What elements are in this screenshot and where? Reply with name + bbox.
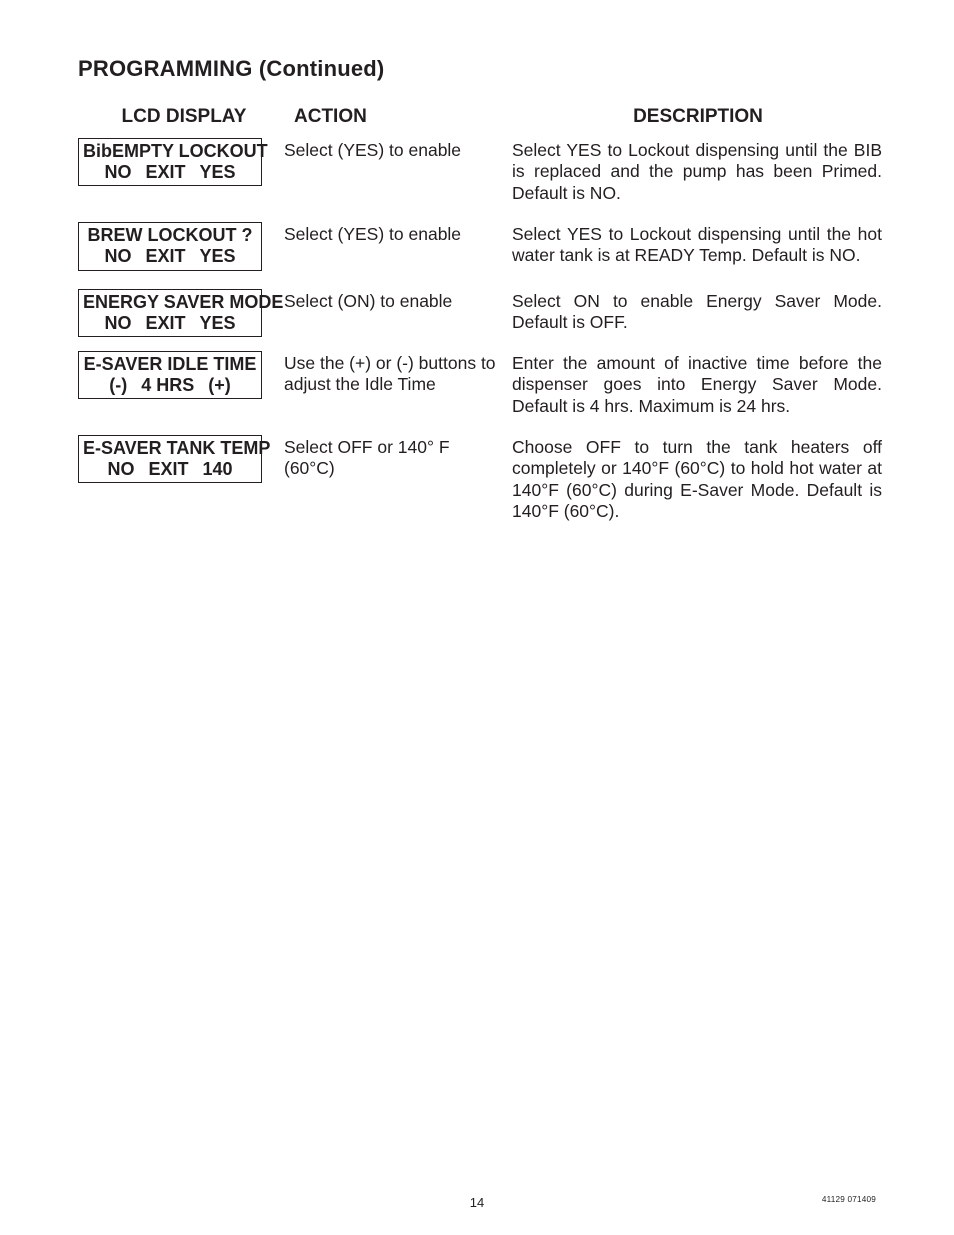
programming-row: BREW LOCKOUT ? NO EXIT YES Select (YES) … (78, 222, 882, 270)
lcd-line2: NO EXIT YES (83, 313, 257, 334)
lcd-opt-left: NO (104, 162, 131, 183)
action-text: Select OFF or 140° F (60°C) (284, 435, 500, 480)
lcd-panel: ENERGY SAVER MODE NO EXIT YES (78, 289, 262, 337)
lcd-panel: BREW LOCKOUT ? NO EXIT YES (78, 222, 262, 270)
programming-row: BibEMPTY LOCKOUT NO EXIT YES Select (YES… (78, 138, 882, 204)
lcd-opt-right: YES (199, 246, 235, 267)
document-reference: 41129 071409 (822, 1195, 876, 1204)
lcd-opt-right: YES (199, 162, 235, 183)
lcd-line1: BREW LOCKOUT ? (83, 225, 257, 246)
lcd-opt-right: 140 (202, 459, 232, 480)
lcd-opt-left: (-) (109, 375, 127, 396)
action-text: Select (YES) to enable (284, 138, 500, 161)
lcd-opt-mid: EXIT (148, 459, 188, 480)
lcd-line1: ENERGY SAVER MODE (83, 292, 257, 313)
programming-row: E-SAVER TANK TEMP NO EXIT 140 Select OFF… (78, 435, 882, 522)
description-text: Select YES to Lockout dispensing until t… (512, 138, 882, 204)
lcd-opt-mid: 4 HRS (141, 375, 194, 396)
description-text: Enter the amount of inactive time before… (512, 351, 882, 417)
programming-row: E-SAVER IDLE TIME (-) 4 HRS (+) Use the … (78, 351, 882, 417)
lcd-line2: NO EXIT YES (83, 162, 257, 183)
lcd-line1: BibEMPTY LOCKOUT (83, 141, 257, 162)
action-text: Select (ON) to enable (284, 289, 500, 312)
lcd-opt-left: NO (107, 459, 134, 480)
lcd-opt-mid: EXIT (145, 162, 185, 183)
lcd-opt-mid: EXIT (145, 313, 185, 334)
section-title: PROGRAMMING (Continued) (78, 56, 882, 82)
column-headers: LCD DISPLAY ACTION DESCRIPTION (84, 106, 882, 128)
lcd-opt-right: YES (199, 313, 235, 334)
header-description: DESCRIPTION (514, 106, 882, 128)
page-number: 14 (0, 1195, 954, 1210)
programming-row: ENERGY SAVER MODE NO EXIT YES Select (ON… (78, 289, 882, 337)
description-text: Select ON to enable Energy Saver Mode. D… (512, 289, 882, 334)
lcd-opt-right: (+) (208, 375, 231, 396)
lcd-line2: NO EXIT YES (83, 246, 257, 267)
lcd-line2: NO EXIT 140 (83, 459, 257, 480)
lcd-opt-left: NO (104, 313, 131, 334)
lcd-line2: (-) 4 HRS (+) (83, 375, 257, 396)
lcd-opt-mid: EXIT (145, 246, 185, 267)
lcd-line1: E-SAVER IDLE TIME (83, 354, 257, 375)
description-text: Select YES to Lockout dispensing until t… (512, 222, 882, 267)
description-text: Choose OFF to turn the tank heaters off … (512, 435, 882, 522)
lcd-opt-left: NO (104, 246, 131, 267)
lcd-line1: E-SAVER TANK TEMP (83, 438, 257, 459)
lcd-panel: E-SAVER IDLE TIME (-) 4 HRS (+) (78, 351, 262, 399)
action-text: Select (YES) to enable (284, 222, 500, 245)
header-lcd: LCD DISPLAY (84, 106, 284, 128)
lcd-panel: E-SAVER TANK TEMP NO EXIT 140 (78, 435, 262, 483)
lcd-panel: BibEMPTY LOCKOUT NO EXIT YES (78, 138, 262, 186)
action-text: Use the (+) or (-) buttons to adjust the… (284, 351, 500, 396)
header-action: ACTION (294, 106, 514, 128)
programming-rows: BibEMPTY LOCKOUT NO EXIT YES Select (YES… (78, 138, 882, 522)
page: PROGRAMMING (Continued) LCD DISPLAY ACTI… (0, 0, 954, 1235)
